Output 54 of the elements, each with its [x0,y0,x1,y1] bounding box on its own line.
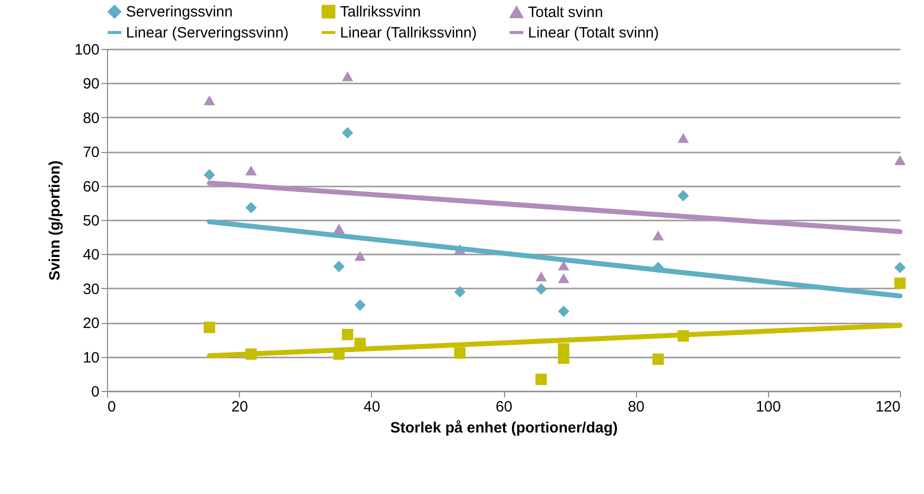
y-tick-label: 10 [82,349,100,366]
point [558,306,570,318]
y-tick-label: 30 [82,280,100,298]
x-tick-label: 120 [875,398,900,416]
x-axis-title: Storlek på enhet (portioner/dag) [390,420,618,436]
point [333,260,345,272]
point [894,262,906,274]
point [678,190,689,202]
point [535,374,547,386]
point [342,71,354,82]
point [342,328,354,340]
y-tick-label: 90 [82,76,100,93]
x-tick-label: 40 [363,398,380,416]
point [204,322,216,334]
point [245,202,257,214]
legend-label: Totalt svinn [528,4,604,22]
point [342,127,354,138]
legend-label: Linear (Serveringssvinn) [126,24,289,42]
point [558,260,570,270]
y-tick-label: 60 [82,178,100,196]
legend-label: Tallrikssvinn [340,4,421,21]
point [652,230,664,240]
y-tick-label: 20 [82,315,100,332]
x-tick-label: 20 [231,398,248,416]
point [454,286,466,298]
y-tick-label: 50 [82,212,100,230]
x-tick-label: 0 [108,398,116,416]
legend-label: Linear (Totalt svinn) [528,24,659,42]
point [894,155,906,166]
legend-label: Serveringssvinn [126,4,233,21]
y-tick-label: 0 [91,384,100,400]
point [558,273,570,284]
point [535,271,547,282]
point [652,353,664,365]
point [204,95,216,106]
point [204,169,216,181]
point [333,224,345,234]
point [535,283,547,295]
point [354,299,366,311]
legend-label: Linear (Tallrikssvinn) [340,24,477,42]
x-tick-label: 60 [496,398,512,416]
y-tick-label: 70 [82,144,100,162]
point [454,347,466,359]
point [245,165,257,176]
point [558,343,570,355]
y-axis-title: Svinn (g/portion) [46,160,64,280]
y-tick-label: 40 [82,246,100,264]
x-tick-label: 80 [628,398,645,416]
point [678,132,689,143]
point [354,250,366,261]
x-tick-label: 100 [756,398,781,416]
point [894,278,906,289]
y-tick-label: 100 [74,42,100,58]
y-tick-label: 80 [82,110,100,127]
